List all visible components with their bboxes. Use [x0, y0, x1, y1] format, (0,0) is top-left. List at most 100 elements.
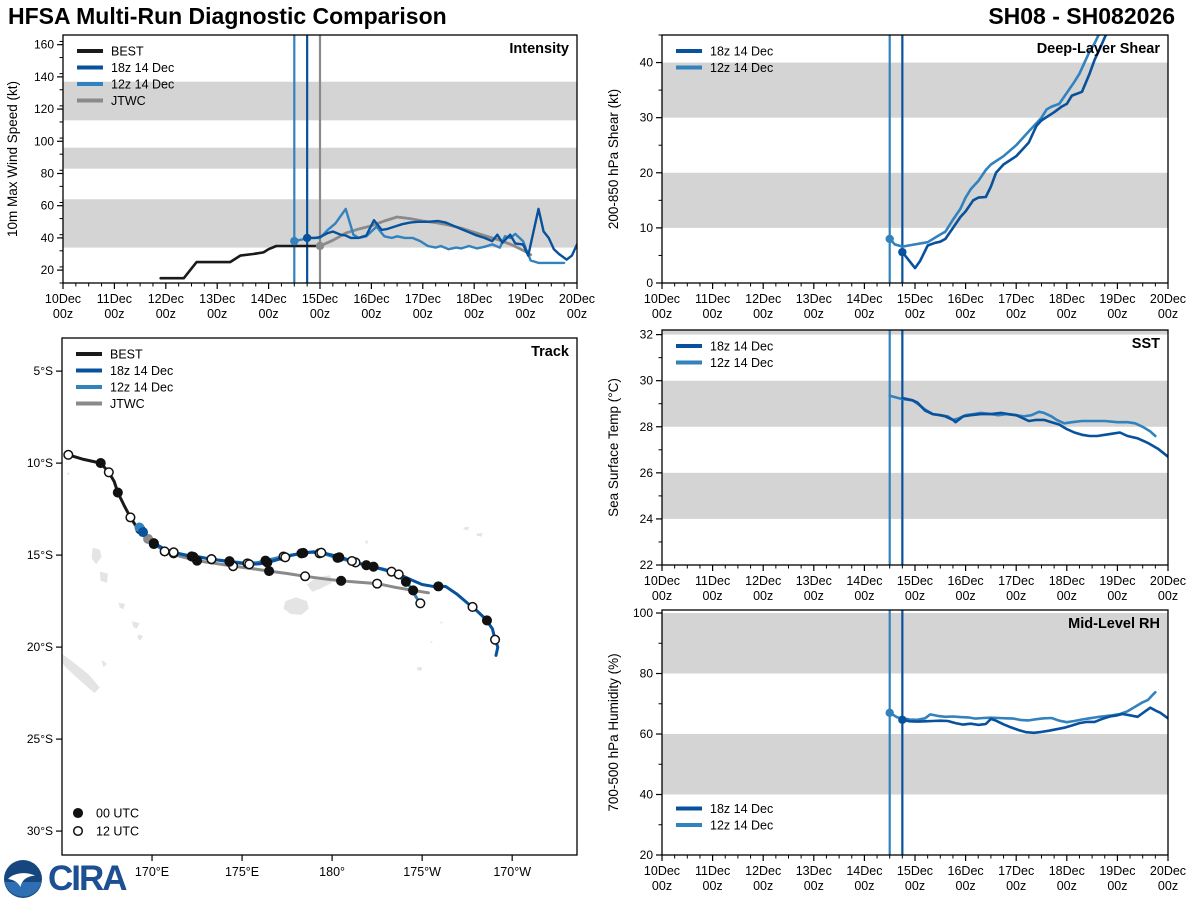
legend: 18z 14 Dec 12z 14 Dec — [676, 45, 773, 75]
landmass — [62, 653, 100, 694]
noaa-logo-icon — [4, 860, 42, 898]
position-marker-00utc — [148, 538, 159, 549]
svg-text:30: 30 — [640, 111, 654, 125]
svg-text:00z: 00z — [854, 879, 874, 893]
svg-text:175°E: 175°E — [225, 865, 259, 879]
landmass — [416, 667, 423, 671]
svg-text:10Dec: 10Dec — [644, 292, 680, 306]
init-dot — [885, 708, 894, 718]
svg-text:100: 100 — [34, 134, 54, 148]
svg-text:12Dec: 12Dec — [745, 864, 781, 878]
series-12z-14-dec — [888, 690, 1157, 724]
position-marker-00utc — [336, 575, 347, 586]
filled-marker-icon — [72, 807, 84, 819]
svg-text:17Dec: 17Dec — [998, 864, 1034, 878]
svg-text:00z: 00z — [652, 589, 672, 603]
svg-text:00z: 00z — [1158, 589, 1178, 603]
svg-text:00z: 00z — [464, 307, 484, 321]
axes-rh: 2040608010010Dec00z11Dec00z12Dec00z13Dec… — [606, 606, 1186, 893]
svg-text:18Dec: 18Dec — [1049, 864, 1085, 878]
legend-label: JTWC — [110, 397, 145, 411]
svg-text:00z: 00z — [53, 307, 73, 321]
series-18z-14-dec — [901, 396, 1168, 459]
svg-text:14Dec: 14Dec — [846, 292, 882, 306]
position-marker-12utc — [125, 512, 136, 523]
track-jtwc — [146, 537, 430, 595]
corner-label-intensity: Intensity — [509, 41, 569, 57]
open-marker-icon — [72, 825, 84, 837]
svg-text:19Dec: 19Dec — [1099, 574, 1135, 588]
svg-text:20Dec: 20Dec — [1150, 292, 1186, 306]
svg-text:20Dec: 20Dec — [559, 292, 595, 306]
landmass — [66, 472, 70, 476]
series-12z-14-dec — [293, 207, 566, 265]
landmass — [283, 597, 309, 615]
svg-text:00z: 00z — [753, 307, 773, 321]
marker-legend-label: 12 UTC — [96, 825, 139, 839]
y-axis-label: 10m Max Wind Speed (kt) — [5, 81, 20, 237]
svg-text:00z: 00z — [753, 589, 773, 603]
svg-text:12Dec: 12Dec — [745, 292, 781, 306]
series-18z-14-dec — [305, 207, 577, 261]
svg-text:00z: 00z — [956, 879, 976, 893]
svg-text:00z: 00z — [804, 589, 824, 603]
shaded-band — [662, 734, 1168, 795]
svg-text:00z: 00z — [413, 307, 433, 321]
svg-text:15Dec: 15Dec — [897, 574, 933, 588]
panel-border — [61, 337, 578, 856]
shaded-band — [662, 613, 1168, 674]
position-marker-12utc — [346, 555, 357, 567]
svg-text:17Dec: 17Dec — [998, 574, 1034, 588]
legend-label: 12z 14 Dec — [710, 356, 773, 370]
position-marker-00utc — [334, 552, 345, 563]
corner-label-track: Track — [531, 344, 570, 360]
legend-label: 18z 14 Dec — [110, 364, 173, 378]
svg-text:00z: 00z — [1057, 879, 1077, 893]
svg-text:20: 20 — [640, 848, 654, 862]
svg-text:0: 0 — [646, 276, 653, 290]
axes-track: 5°S 10°S 15°S 20°S 25°S 30°S 170°E 175°E 180° 175… — [27, 364, 531, 879]
svg-text:00z: 00z — [804, 307, 824, 321]
svg-text:15°S: 15°S — [27, 548, 53, 562]
position-marker-12utc — [415, 598, 426, 609]
legend: BEST 18z 14 Dec 12z 14 Dec JTWC — [77, 45, 174, 108]
init-dot — [302, 233, 312, 243]
corner-label-sst: SST — [1132, 336, 1160, 352]
svg-text:00z: 00z — [1006, 589, 1026, 603]
position-marker-00utc — [408, 585, 419, 596]
svg-text:14Dec: 14Dec — [846, 864, 882, 878]
y-axis-label: 700-500 hPa Humidity (%) — [606, 653, 621, 811]
svg-text:11Dec: 11Dec — [695, 864, 730, 878]
axes-intensity: 2040608010012014016010Dec00z11Dec00z12De… — [5, 38, 595, 321]
corner-label-rh: Mid-Level RH — [1068, 616, 1160, 632]
svg-text:17Dec: 17Dec — [405, 292, 441, 306]
svg-text:00z: 00z — [361, 307, 381, 321]
position-marker-12utc — [244, 559, 255, 570]
position-marker-12utc — [206, 554, 217, 565]
position-marker-00utc — [481, 615, 493, 626]
legend: BEST 18z 14 Dec 12z 14 Dec JTWC — [76, 348, 173, 411]
svg-text:140: 140 — [34, 70, 54, 84]
position-marker-12utc — [103, 467, 114, 478]
svg-text:00z: 00z — [905, 879, 925, 893]
svg-text:100: 100 — [633, 606, 653, 620]
svg-text:00z: 00z — [703, 307, 723, 321]
svg-text:11Dec: 11Dec — [695, 574, 730, 588]
legend-label: JTWC — [111, 94, 146, 108]
svg-text:20°S: 20°S — [27, 640, 53, 654]
panel-shear: 01020304010Dec00z11Dec00z12Dec00z13Dec00… — [606, 34, 1186, 321]
svg-text:10Dec: 10Dec — [45, 292, 81, 306]
landmass — [463, 526, 469, 531]
svg-text:20Dec: 20Dec — [1150, 574, 1186, 588]
axes-sst: 22242628303210Dec00z11Dec00z12Dec00z13De… — [606, 328, 1186, 603]
landmass — [132, 621, 140, 629]
position-marker-00utc — [112, 487, 123, 498]
svg-text:180°: 180° — [319, 865, 345, 879]
panel-rh: 2040608010010Dec00z11Dec00z12Dec00z13Dec… — [606, 606, 1186, 893]
position-marker-00utc — [262, 557, 273, 568]
svg-text:00z: 00z — [207, 307, 227, 321]
init-dot — [315, 241, 325, 251]
svg-text:00z: 00z — [652, 307, 672, 321]
init-dot — [898, 715, 907, 724]
